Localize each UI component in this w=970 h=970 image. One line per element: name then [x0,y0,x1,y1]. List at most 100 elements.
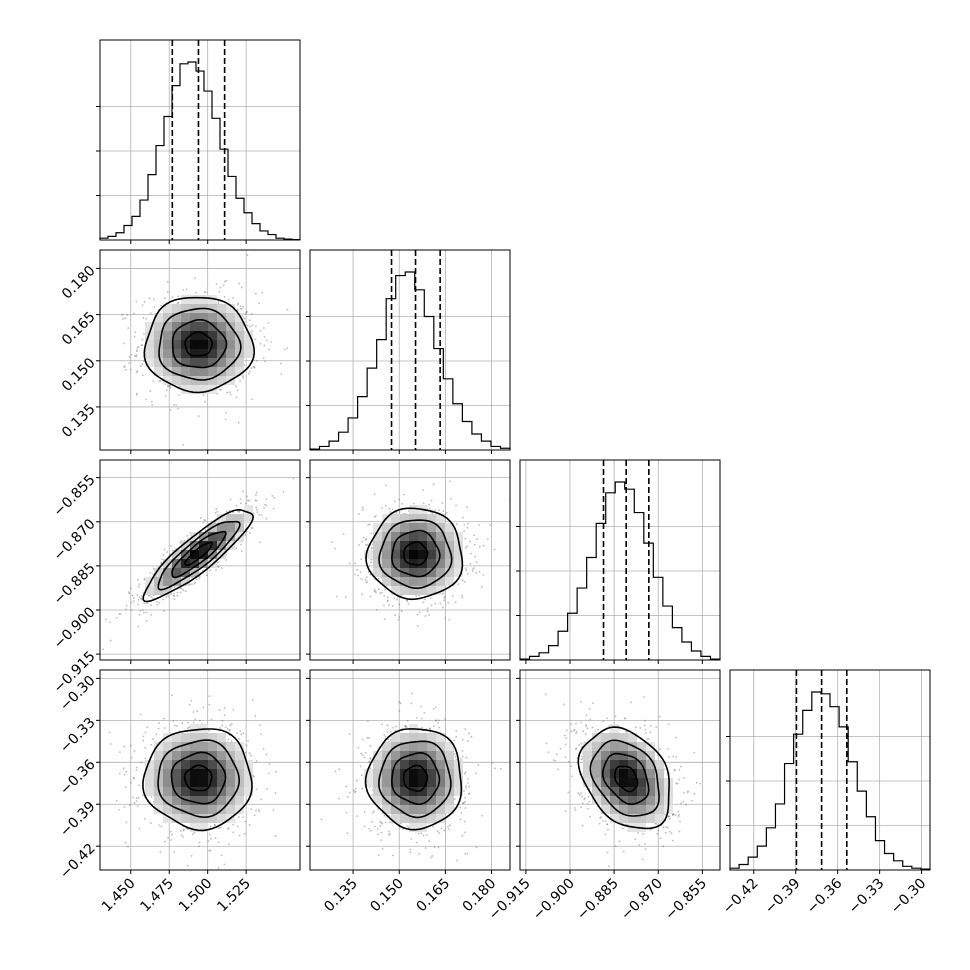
density-cell [235,367,244,376]
x-tick-label: 0.150 [367,876,407,916]
scatter-point [693,751,696,754]
density-cell [208,532,217,541]
scatter-point [345,785,348,788]
scatter-point [468,792,471,795]
scatter-point [674,769,676,771]
scatter-point [142,609,144,611]
x-tick-label: −0.33 [846,876,888,918]
scatter-point [465,756,468,759]
scatter-point [191,583,193,586]
scatter-point [223,296,226,298]
scatter-point [195,578,198,581]
scatter-point [150,604,152,607]
scatter-point [246,499,249,502]
scatter-point [691,799,693,802]
density-cell [190,313,199,322]
density-cell [436,532,445,541]
scatter-point [145,317,148,320]
scatter-point [232,708,235,711]
density-cell [409,742,418,751]
scatter-point [585,724,588,726]
scatter-point [441,606,444,609]
scatter-point [461,596,464,599]
scatter-point [143,360,145,362]
histogram-panel-0 [96,39,301,244]
scatter-point [687,790,689,793]
density-cell [382,523,391,532]
scatter-point [135,354,138,357]
density-cell [454,568,463,577]
scatter-point [363,756,366,759]
density-cell [199,295,208,304]
scatter-point [135,355,138,358]
scatter-point [380,821,383,824]
scatter-point [423,711,426,714]
scatter-point [133,335,136,338]
scatter-point [380,839,383,841]
density-cell [190,724,199,733]
scatter-point [380,831,383,834]
scatter-point [677,810,680,813]
scatter-point [163,548,166,551]
scatter-point [167,384,170,387]
scatter-point [499,767,502,770]
scatter-point [266,339,268,342]
scatter-point [263,327,265,329]
scatter-point [439,602,442,605]
scatter-point [238,834,241,837]
scatter-point [186,721,189,724]
scatter-point [204,529,207,531]
scatter-point [375,608,378,611]
scatter-point [169,386,172,389]
density-cell [382,769,391,778]
contour-level-1 [171,530,227,579]
density-cell [199,559,208,568]
density-cell [235,331,244,340]
scatter-point [621,827,624,830]
scatter-point [130,609,133,611]
scatter-point [236,308,239,311]
density-cell [418,814,427,823]
x-tick-label: 1.525 [214,876,254,916]
scatter-point [455,504,457,507]
density-cell [226,760,235,769]
scatter-point [466,572,469,575]
scatter-point [448,828,450,831]
scatter-point [434,719,437,722]
scatter-point [177,295,180,298]
scatter-point [404,724,407,727]
scatter-point [428,614,431,616]
scatter-point [364,538,367,541]
density-cell [172,349,181,358]
density-cell [646,796,655,805]
density-cell [382,760,391,769]
scatter-point [572,729,575,732]
scatter-point [135,766,138,769]
density-cell [172,367,181,376]
scatter-point [388,603,390,606]
scatter-point [137,796,140,799]
density-cell [583,769,592,778]
scatter-point [260,514,263,517]
scatter-point [366,543,369,546]
density-cell [163,787,172,796]
scatter-point [267,321,270,324]
scatter-point [377,833,380,836]
scatter-point [580,721,583,724]
density-cell [217,331,226,340]
scatter-point [159,851,162,853]
scatter-point [398,511,401,513]
scatter-point [668,756,670,758]
scatter-point [334,770,337,773]
scatter-point [253,814,256,817]
density-cell [418,568,427,577]
density-cell [181,541,190,550]
density-cell [145,769,154,778]
panel-frame [99,459,301,661]
scatter-point [592,702,594,705]
contour-level-2 [158,307,242,381]
density-cell [637,769,646,778]
density-cell [418,523,427,532]
density-cell [400,805,409,814]
density-cell [217,523,226,532]
